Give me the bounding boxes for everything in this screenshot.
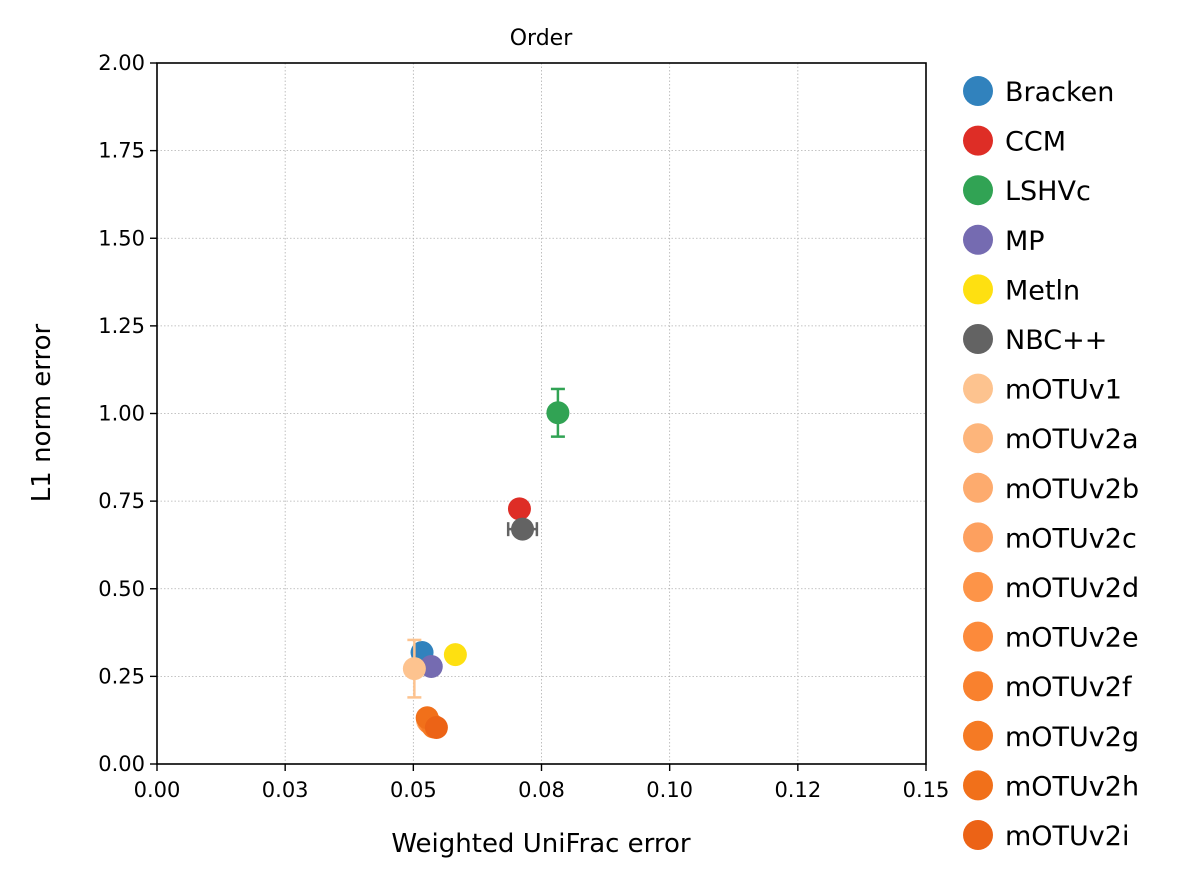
y-axis-label: L1 norm error — [27, 323, 57, 502]
legend-marker — [963, 373, 993, 404]
legend-entry: Metln — [963, 274, 1080, 306]
data-point — [546, 401, 570, 425]
legend-entry: mOTUv1 — [963, 373, 1122, 406]
legend-entry: mOTUv2f — [963, 671, 1133, 703]
x-axis-label: Weighted UniFrac error — [391, 829, 691, 859]
y-tick-label: 1.50 — [98, 226, 145, 250]
legend-marker — [963, 274, 993, 305]
legend-label: Bracken — [1005, 77, 1114, 108]
legend-entry: MP — [963, 224, 1045, 257]
legend-label: mOTUv2e — [1005, 623, 1139, 654]
y-tick-label: 1.25 — [98, 314, 145, 338]
legend-marker — [963, 572, 993, 602]
legend-entry: mOTUv2i — [963, 820, 1129, 852]
legend-marker — [963, 125, 993, 156]
x-tick-label: 0.03 — [262, 778, 309, 802]
legend-entry: mOTUv2d — [963, 572, 1139, 604]
legend-marker — [963, 76, 993, 106]
x-tick-label: 0.00 — [134, 778, 181, 802]
legend-entry: mOTUv2e — [963, 621, 1139, 654]
legend-marker — [963, 820, 993, 850]
legend-label: MP — [1005, 226, 1045, 257]
axes: 0.00 0.03 0.05 0.08 0.10 0.12 0.15 0.00 0.25 0.50… — [98, 51, 949, 802]
legend-label: mOTUv2g — [1005, 722, 1139, 753]
x-tick-label: 0.08 — [518, 778, 565, 802]
legend-label: mOTUv2h — [1005, 771, 1139, 802]
data-point-group — [419, 655, 443, 679]
legend: Bracken CCM LSHVc MP Metln NBC++ mOTUv1 mOTUv2a… — [963, 76, 1139, 852]
data-point-group — [546, 387, 570, 438]
x-tick-label: 0.15 — [903, 778, 950, 802]
x-tick-label: 0.05 — [390, 778, 437, 802]
data-points — [402, 387, 570, 740]
legend-entry: mOTUv2b — [963, 472, 1139, 505]
legend-marker — [963, 324, 993, 354]
data-point — [402, 657, 426, 681]
y-tick-label: 1.00 — [98, 402, 145, 426]
legend-entry: Bracken — [963, 76, 1114, 108]
legend-label: mOTUv2c — [1005, 523, 1137, 554]
y-tick-label: 0.00 — [98, 752, 145, 776]
legend-entry: CCM — [963, 125, 1066, 158]
legend-entry: LSHVc — [963, 175, 1091, 207]
x-tick-label: 0.12 — [774, 778, 821, 802]
legend-entry: mOTUv2g — [963, 720, 1139, 753]
legend-marker — [963, 472, 993, 503]
data-point-group — [506, 517, 539, 541]
legend-label: LSHVc — [1005, 176, 1091, 207]
data-point-group — [402, 638, 426, 699]
legend-label: mOTUv2d — [1005, 573, 1139, 604]
data-point — [424, 716, 448, 740]
data-point — [511, 517, 535, 541]
legend-marker — [963, 224, 993, 255]
legend-marker — [963, 621, 993, 652]
y-tick-label: 0.25 — [98, 664, 145, 688]
legend-label: mOTUv1 — [1005, 375, 1122, 406]
legend-marker — [963, 671, 993, 702]
legend-entry: mOTUv2h — [963, 770, 1139, 802]
legend-label: Metln — [1005, 275, 1080, 306]
legend-entry: mOTUv2c — [963, 522, 1137, 554]
legend-marker — [963, 770, 993, 801]
grid — [156, 62, 927, 765]
legend-marker — [963, 423, 993, 454]
legend-marker — [963, 175, 993, 206]
legend-label: mOTUv2i — [1005, 821, 1129, 852]
data-point-group — [424, 716, 448, 740]
data-point — [419, 655, 443, 679]
data-point — [507, 497, 531, 521]
legend-label: mOTUv2f — [1005, 672, 1133, 703]
legend-label: mOTUv2a — [1005, 424, 1139, 455]
legend-entry: mOTUv2a — [963, 423, 1139, 455]
legend-label: CCM — [1005, 127, 1066, 158]
legend-marker — [963, 522, 993, 553]
data-point — [443, 643, 467, 667]
y-tick-label: 2.00 — [98, 51, 145, 75]
legend-marker — [963, 720, 993, 751]
legend-label: NBC++ — [1005, 325, 1107, 356]
y-tick-label: 1.75 — [98, 139, 145, 163]
legend-label: mOTUv2b — [1005, 474, 1139, 505]
data-point-group — [443, 643, 467, 667]
x-tick-label: 0.10 — [646, 778, 693, 802]
chart-title: Order — [510, 26, 573, 51]
y-tick-label: 0.50 — [98, 577, 145, 601]
y-tick-label: 0.75 — [98, 489, 145, 513]
legend-entry: NBC++ — [963, 324, 1107, 356]
data-point-group — [507, 497, 531, 521]
